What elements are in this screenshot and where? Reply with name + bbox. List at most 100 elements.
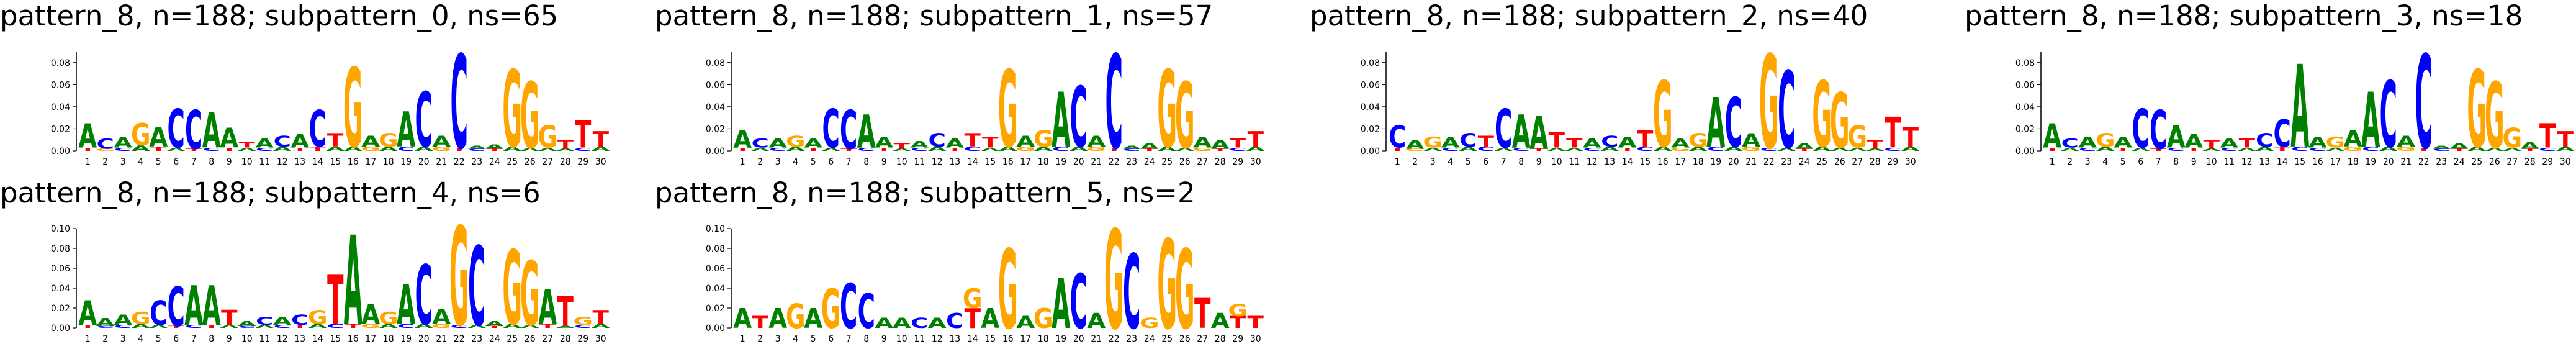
logo-letter-A: A — [1070, 145, 1088, 152]
y-tick-label: 0.08 — [1361, 58, 1380, 68]
x-tick-label: 16 — [2312, 157, 2323, 167]
logo-letter-A: A — [786, 145, 805, 152]
logo-letter-A: A — [467, 324, 487, 329]
x-tick-label: 15 — [1639, 157, 1651, 167]
logo-letter-C: C — [150, 294, 167, 334]
logo-letter-A: A — [2043, 118, 2061, 157]
logo-letter-T: T — [593, 127, 610, 152]
logo-panel-0: pattern_8, n=188; subpattern_0, ns=65 0.… — [0, 0, 621, 177]
logo-letter-A: A — [467, 145, 487, 150]
logo-letter-A: A — [415, 323, 433, 329]
y-tick-label: 0.06 — [2015, 80, 2035, 90]
logo-letter-A: A — [1016, 132, 1035, 150]
x-tick-label: 10 — [241, 334, 253, 344]
logo-letter-T: T — [734, 147, 750, 152]
x-tick-label: 27 — [542, 334, 553, 344]
logo-letter-G: G — [538, 120, 557, 155]
x-tick-label: 21 — [436, 334, 447, 344]
logo-letter-T: T — [1549, 128, 1565, 153]
x-tick-label: 13 — [949, 157, 960, 167]
logo-letter-G: G — [431, 145, 451, 152]
logo-letter-C: C — [858, 285, 875, 340]
logo-letter-A: A — [2238, 147, 2257, 152]
logo-letter-G: G — [1847, 120, 1867, 155]
logo-letter-C: C — [2132, 99, 2150, 160]
x-tick-label: 14 — [312, 334, 323, 344]
x-tick-label: 27 — [1197, 157, 1208, 167]
logo-letter-A: A — [344, 145, 363, 152]
logo-letter-G: G — [1812, 63, 1832, 169]
x-tick-label: 29 — [577, 157, 588, 167]
logo-letter-T: T — [2115, 147, 2131, 152]
x-tick-label: 3 — [120, 157, 126, 167]
x-tick-label: 1 — [740, 157, 745, 167]
logo-letter-T: T — [965, 303, 981, 335]
x-tick-label: 20 — [1073, 157, 1084, 167]
x-tick-label: 30 — [1250, 157, 1261, 167]
logo-letter-T: T — [947, 147, 963, 152]
x-tick-label: 25 — [1161, 157, 1173, 167]
x-tick-label: 26 — [1179, 157, 1191, 167]
x-tick-label: 3 — [775, 157, 781, 167]
x-tick-label: 14 — [312, 157, 323, 167]
logo-letter-T: T — [1248, 127, 1264, 152]
logo-letter-G: G — [786, 297, 806, 337]
logo-letter-T: T — [2522, 148, 2539, 152]
x-tick-label: 7 — [846, 334, 852, 344]
logo-letter-G: G — [1405, 148, 1425, 152]
y-tick-label: 0.06 — [51, 80, 70, 90]
logo-letter-G: G — [361, 145, 381, 152]
logo-letter-G: G — [379, 309, 399, 328]
logo-letter-A: A — [1211, 138, 1230, 152]
logo-letter-G: G — [431, 323, 451, 329]
logo-letter-G: G — [2096, 130, 2115, 151]
logo-letter-T: T — [2204, 138, 2220, 152]
logo-letter-G: G — [1175, 65, 1195, 170]
logo-letter-T: T — [1212, 148, 1229, 152]
logo-letter-A: A — [308, 323, 327, 329]
y-tick-label: 0.10 — [706, 224, 725, 234]
x-tick-label: 20 — [1728, 157, 1739, 167]
logo-letter-C: C — [769, 147, 786, 152]
logo-letter-C: C — [2274, 112, 2291, 156]
logo-letter-C: C — [327, 323, 344, 329]
logo-letter-A: A — [2078, 134, 2097, 152]
y-tick-label: 0.04 — [1361, 102, 1380, 112]
logo-letter-T: T — [1142, 148, 1158, 152]
logo-letter-A: A — [397, 273, 415, 337]
logo-letter-A: A — [1742, 130, 1760, 151]
x-tick-label: 16 — [348, 334, 359, 344]
logo-letter-A: A — [1441, 135, 1461, 151]
logo-letter-A: A — [768, 303, 787, 335]
logo-letter-C: C — [1725, 84, 1742, 163]
x-tick-label: 23 — [2436, 157, 2447, 167]
logo-letter-C: C — [1636, 145, 1654, 152]
logo-letter-T: T — [292, 324, 308, 329]
logo-letter-G: G — [1086, 145, 1106, 152]
x-tick-label: 23 — [471, 334, 482, 344]
logo-letter-A: A — [2326, 147, 2345, 152]
logo-letter-C: C — [168, 275, 185, 338]
x-tick-label: 26 — [1179, 334, 1191, 344]
x-tick-label: 28 — [1215, 157, 1226, 167]
logo-letter-A: A — [1547, 147, 1567, 152]
x-tick-label: 4 — [793, 157, 798, 167]
x-tick-label: 11 — [1569, 157, 1580, 167]
logo-letter-T: T — [1531, 148, 1547, 152]
logo-letter-G: G — [2467, 49, 2487, 173]
logo-letter-A: A — [361, 299, 380, 330]
logo-letter-G: G — [998, 49, 1018, 173]
x-tick-label: 27 — [542, 157, 553, 167]
x-tick-label: 29 — [577, 334, 588, 344]
x-tick-label: 7 — [2156, 157, 2161, 167]
logo-letter-A: A — [1122, 145, 1142, 150]
logo-letter-T: T — [557, 288, 574, 336]
logo-letter-A: A — [132, 323, 150, 329]
x-tick-label: 9 — [227, 334, 232, 344]
logo-letter-A: A — [521, 147, 540, 152]
logo-letter-C: C — [1477, 145, 1495, 152]
logo-letter-G: G — [2485, 65, 2505, 170]
logo-letter-C: C — [2380, 63, 2397, 169]
logo-letter-C: C — [752, 137, 769, 150]
x-tick-label: 6 — [1483, 157, 1488, 167]
